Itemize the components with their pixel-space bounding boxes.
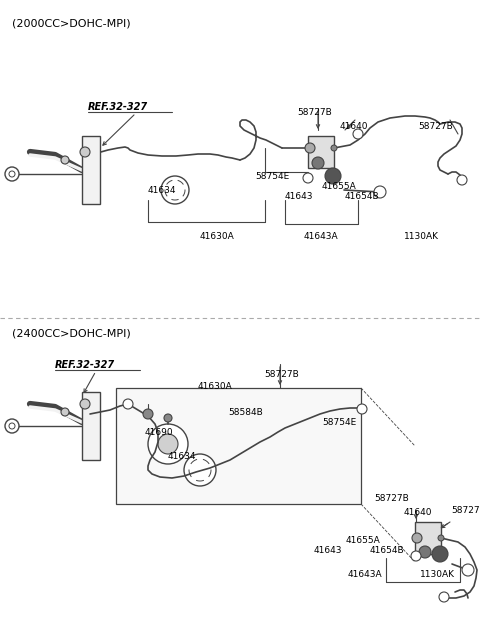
Circle shape bbox=[303, 173, 313, 183]
Text: 41655A: 41655A bbox=[346, 536, 381, 545]
Text: 58754E: 58754E bbox=[322, 418, 356, 427]
Text: 1130AK: 1130AK bbox=[404, 232, 439, 241]
Circle shape bbox=[184, 454, 216, 486]
Text: 58727B: 58727B bbox=[374, 494, 409, 503]
Text: REF.32-327: REF.32-327 bbox=[55, 360, 115, 370]
Text: 58727B: 58727B bbox=[418, 122, 453, 131]
Circle shape bbox=[143, 409, 153, 419]
Text: 41643A: 41643A bbox=[348, 570, 383, 579]
Circle shape bbox=[61, 408, 69, 416]
Text: 41643A: 41643A bbox=[304, 232, 338, 241]
Text: 41654B: 41654B bbox=[345, 192, 380, 201]
Bar bbox=[82, 136, 100, 204]
Circle shape bbox=[439, 592, 449, 602]
Circle shape bbox=[158, 434, 178, 454]
Text: 41690: 41690 bbox=[145, 428, 174, 437]
Text: 41630A: 41630A bbox=[198, 382, 233, 391]
Text: 41643: 41643 bbox=[285, 192, 313, 201]
Circle shape bbox=[438, 535, 444, 541]
Text: 41634: 41634 bbox=[168, 452, 196, 461]
Text: 41655A: 41655A bbox=[322, 182, 357, 191]
Text: 58754E: 58754E bbox=[255, 172, 289, 181]
Circle shape bbox=[331, 145, 337, 151]
Circle shape bbox=[312, 157, 324, 169]
Circle shape bbox=[148, 424, 188, 464]
Circle shape bbox=[80, 399, 90, 409]
Bar bbox=[308, 136, 334, 168]
Circle shape bbox=[164, 414, 172, 422]
Bar bbox=[415, 522, 441, 554]
Circle shape bbox=[374, 186, 386, 198]
Text: 58727B: 58727B bbox=[451, 506, 480, 515]
Circle shape bbox=[432, 546, 448, 562]
Circle shape bbox=[419, 546, 431, 558]
Text: 41643: 41643 bbox=[314, 546, 343, 555]
Text: 58584B: 58584B bbox=[228, 408, 263, 417]
Text: 41654B: 41654B bbox=[370, 546, 405, 555]
Text: 41634: 41634 bbox=[148, 186, 177, 195]
Circle shape bbox=[9, 171, 15, 177]
Circle shape bbox=[325, 168, 341, 184]
Circle shape bbox=[457, 175, 467, 185]
Text: 41640: 41640 bbox=[404, 508, 432, 517]
Circle shape bbox=[411, 551, 421, 561]
Circle shape bbox=[357, 404, 367, 414]
Circle shape bbox=[9, 423, 15, 429]
Circle shape bbox=[61, 156, 69, 164]
Circle shape bbox=[161, 176, 189, 204]
Circle shape bbox=[412, 533, 422, 543]
Circle shape bbox=[5, 167, 19, 181]
Circle shape bbox=[5, 419, 19, 433]
Text: (2400CC>DOHC-MPI): (2400CC>DOHC-MPI) bbox=[12, 328, 131, 338]
Text: (2000CC>DOHC-MPI): (2000CC>DOHC-MPI) bbox=[12, 18, 131, 28]
Circle shape bbox=[353, 129, 363, 139]
Text: 41630A: 41630A bbox=[200, 232, 235, 241]
Bar bbox=[82, 392, 100, 460]
Text: 58727B: 58727B bbox=[264, 370, 299, 379]
Circle shape bbox=[80, 147, 90, 157]
Text: 58727B: 58727B bbox=[297, 108, 332, 117]
Text: 1130AK: 1130AK bbox=[420, 570, 455, 579]
Circle shape bbox=[462, 564, 474, 576]
Text: 41640: 41640 bbox=[340, 122, 369, 131]
Text: REF.32-327: REF.32-327 bbox=[88, 102, 148, 112]
Bar bbox=[116, 388, 361, 504]
Circle shape bbox=[305, 143, 315, 153]
Circle shape bbox=[123, 399, 133, 409]
